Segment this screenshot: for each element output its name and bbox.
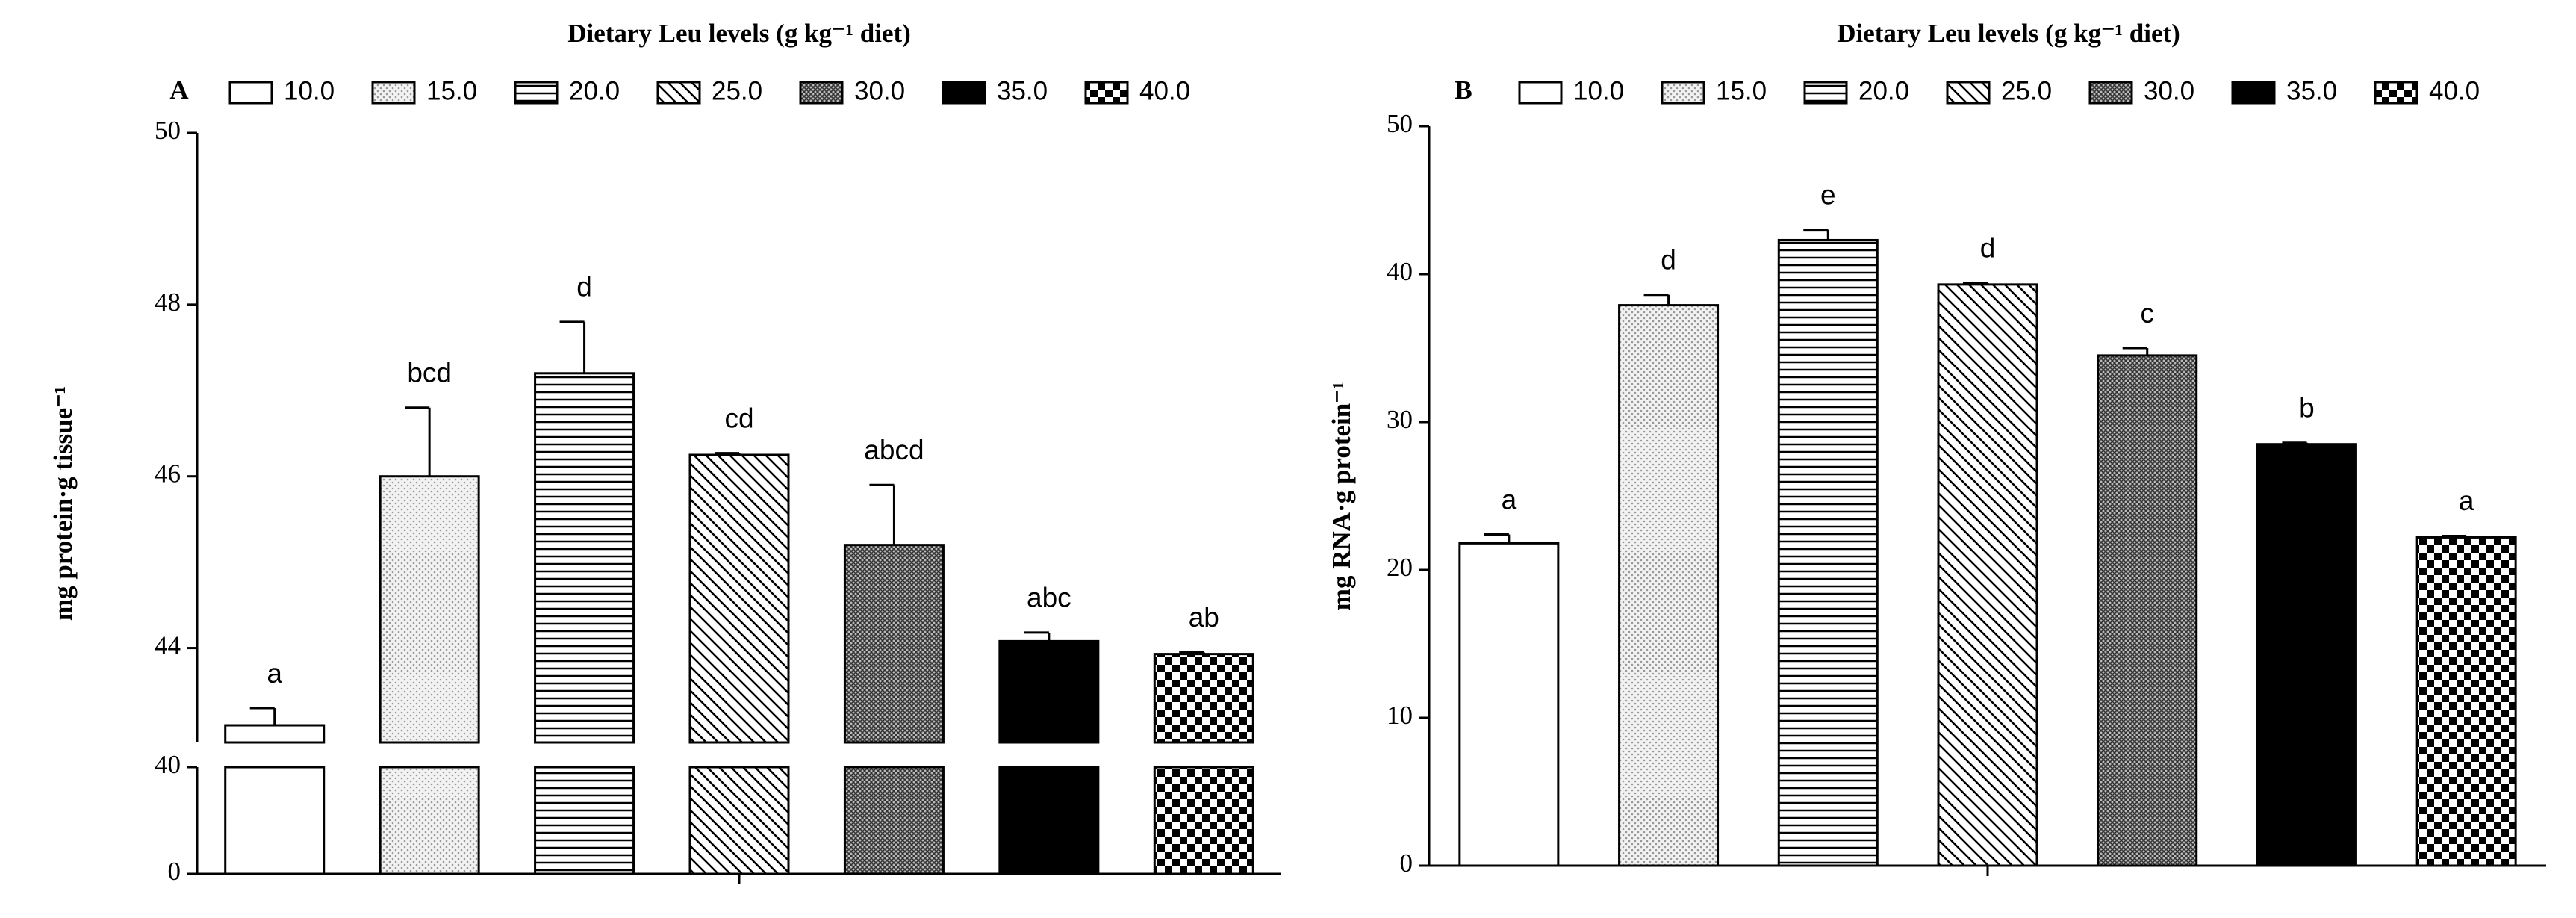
bar (843, 544, 945, 744)
y-axis-label: mg RNA·g protein⁻¹ (1327, 382, 1356, 610)
legend-label: 10.0 (284, 76, 335, 105)
bar (1153, 766, 1254, 875)
bar (688, 766, 790, 875)
y-tick-label: 10 (1387, 701, 1413, 730)
significance-label: d (1980, 233, 1996, 264)
significance-label: a (2459, 486, 2474, 516)
y-tick-label: 0 (168, 857, 181, 886)
legend-label: 35.0 (2286, 76, 2337, 105)
legend-title: Dietary Leu levels (g kg⁻¹ diet) (567, 19, 911, 48)
significance-label: a (1502, 484, 1517, 515)
y-tick-label: 20 (1387, 553, 1413, 582)
significance-label: bcd (407, 358, 452, 388)
significance-label: b (2299, 393, 2315, 424)
bar (534, 766, 635, 875)
bar (843, 766, 945, 875)
bar (1458, 542, 1560, 867)
legend-swatch (1084, 81, 1129, 105)
y-tick-label: 30 (1387, 405, 1413, 434)
y-tick-label: 40 (155, 750, 181, 779)
bar (998, 639, 1100, 744)
bar (1618, 304, 1720, 867)
bar (2415, 536, 2517, 867)
legend-swatch (1661, 81, 1705, 105)
legend-swatch (656, 81, 701, 105)
legend-label: 40.0 (1139, 76, 1190, 105)
legend-swatch (2374, 81, 2418, 105)
bar (534, 372, 635, 744)
y-axis-label: mg protein·g tissue⁻¹ (49, 386, 78, 621)
significance-label: abc (1027, 583, 1071, 613)
legend-label: 20.0 (1858, 76, 1909, 105)
legend-swatch (1946, 81, 1991, 105)
significance-label: ab (1189, 602, 1219, 633)
bar (379, 766, 480, 875)
y-tick-label: 48 (155, 288, 181, 317)
legend-swatch (2088, 81, 2133, 105)
y-tick-label: 50 (155, 116, 181, 145)
legend-swatch (942, 81, 986, 105)
y-tick-label: 44 (155, 631, 181, 660)
bar (1153, 653, 1254, 744)
significance-label: d (1661, 245, 1676, 276)
legend-title: Dietary Leu levels (g kg⁻¹ diet) (1837, 19, 2180, 48)
bar (688, 453, 790, 744)
legend-label: 25.0 (712, 76, 762, 105)
panel-label: A (169, 75, 189, 105)
legend-label: 30.0 (854, 76, 905, 105)
legend-swatch (1518, 81, 1563, 105)
significance-label: e (1820, 179, 1836, 210)
bar (2256, 443, 2357, 867)
legend-swatch (799, 81, 844, 105)
y-tick-label: 40 (1387, 257, 1413, 286)
legend-label: 15.0 (426, 76, 477, 105)
bar (224, 766, 326, 875)
legend-label: 25.0 (2001, 76, 2052, 105)
panel-label: B (1455, 75, 1472, 105)
significance-label: c (2140, 298, 2154, 329)
y-tick-label: 0 (1400, 849, 1413, 878)
legend-label: 40.0 (2429, 76, 2480, 105)
legend-swatch (1803, 81, 1848, 105)
legend-swatch (514, 81, 559, 105)
legend-label: 20.0 (569, 76, 620, 105)
bar (2097, 354, 2198, 867)
legend-swatch (228, 81, 273, 105)
significance-label: cd (724, 403, 753, 433)
legend-label: 15.0 (1716, 76, 1767, 105)
significance-label: a (267, 658, 282, 689)
legend-swatch (2231, 81, 2276, 105)
legend-swatch (371, 81, 416, 105)
bar (1937, 283, 2038, 867)
bar (224, 724, 326, 744)
significance-label: d (576, 272, 592, 303)
y-tick-label: 46 (155, 459, 181, 489)
legend-label: 10.0 (1573, 76, 1624, 105)
bar (379, 475, 480, 744)
legend-label: 35.0 (997, 76, 1048, 105)
y-tick-label: 50 (1387, 109, 1413, 138)
significance-label: abcd (864, 435, 924, 465)
legend-label: 30.0 (2144, 76, 2194, 105)
bar (998, 766, 1100, 875)
bar (1777, 238, 1879, 867)
